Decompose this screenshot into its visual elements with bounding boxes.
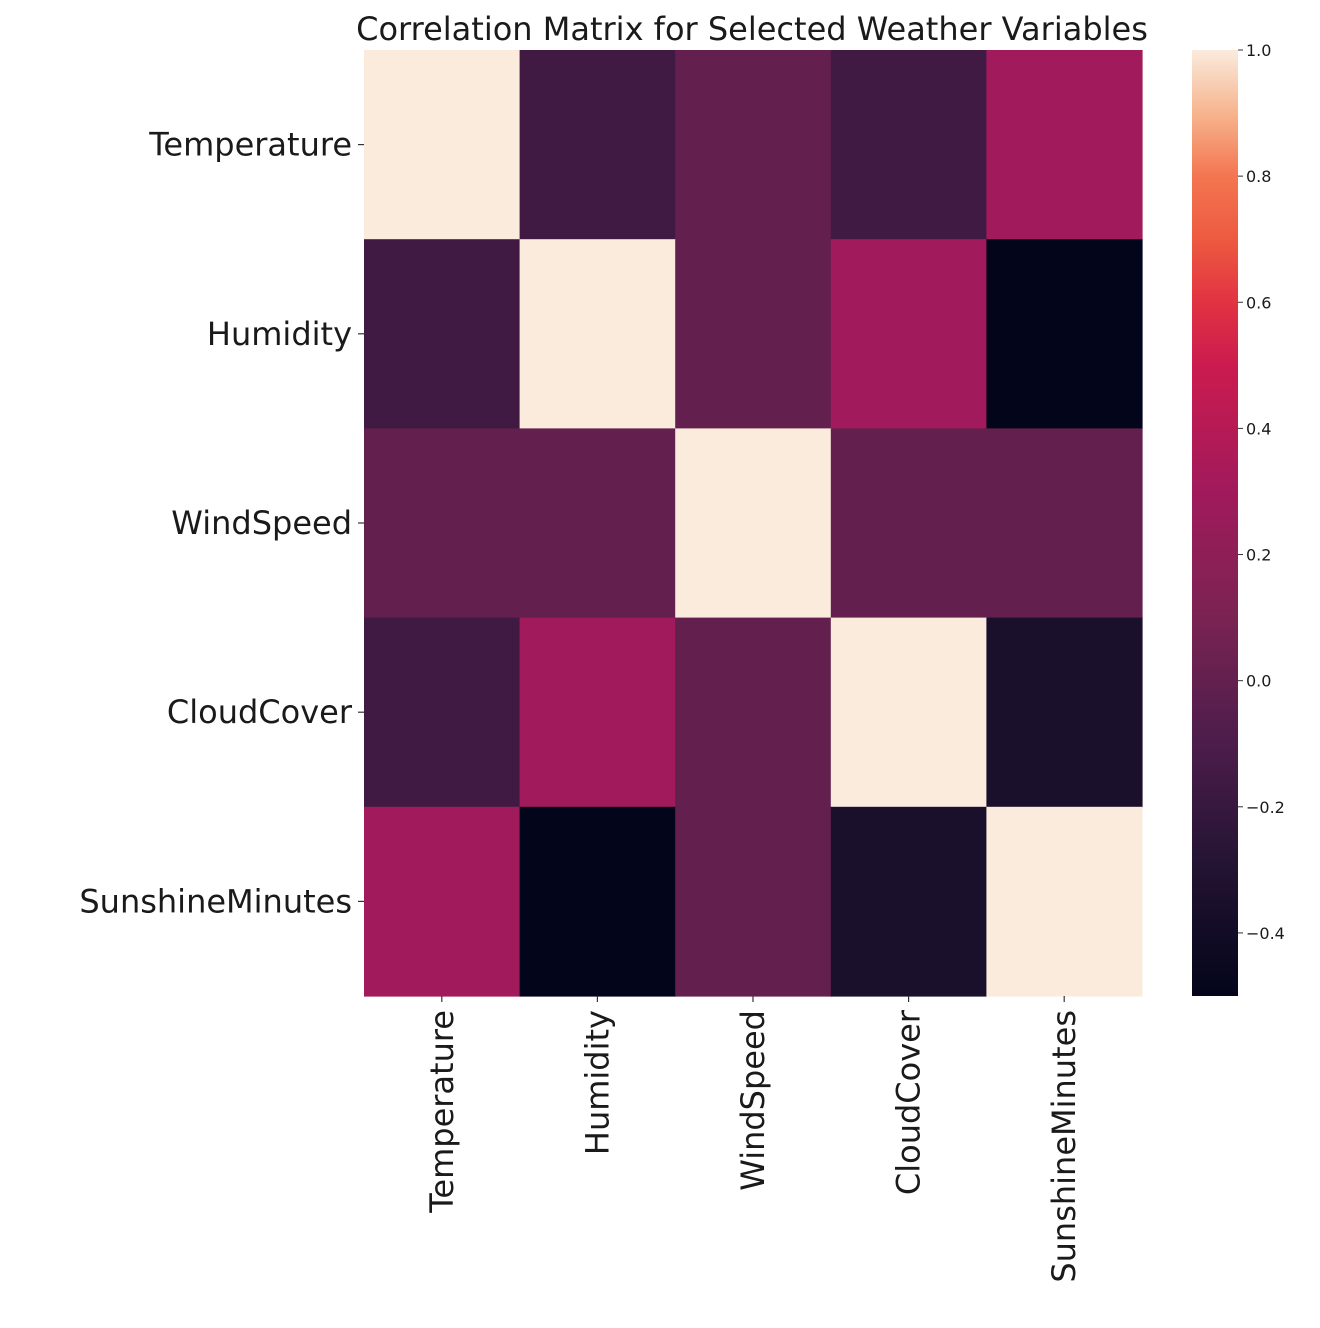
heatmap-cell <box>519 239 676 429</box>
heatmap-cell <box>830 617 987 808</box>
x-tick-label: Temperature <box>423 1010 461 1214</box>
colorbar-tick-label: 1.0 <box>1246 41 1271 60</box>
heatmap-cell <box>675 428 832 619</box>
y-tick-label: CloudCover <box>167 693 353 731</box>
heatmap-cell <box>830 806 987 997</box>
heatmap-cell <box>519 806 676 997</box>
colorbar-tick-label: 0.4 <box>1246 419 1271 438</box>
y-tick-label: Humidity <box>207 315 352 353</box>
y-tick-label: SunshineMinutes <box>79 882 352 920</box>
colorbar-tick-label: 0.6 <box>1246 293 1271 312</box>
heatmap-cell <box>986 617 1143 808</box>
colorbar-tick-label: 0.8 <box>1246 167 1271 186</box>
heatmap-cell <box>364 50 521 240</box>
heatmap-cell <box>675 617 832 808</box>
heatmap-cell <box>519 617 676 808</box>
heatmap-cell <box>830 428 987 619</box>
colorbar-tick-label: 0.0 <box>1246 672 1271 691</box>
chart-title: Correlation Matrix for Selected Weather … <box>356 10 1148 48</box>
colorbar-gradient <box>1192 50 1238 996</box>
x-tick-label: WindSpeed <box>734 1010 772 1191</box>
y-tick-label: Temperature <box>148 126 352 164</box>
heatmap-cell <box>519 50 676 240</box>
colorbar-tick-label: −0.4 <box>1246 924 1285 943</box>
x-tick-label: SunshineMinutes <box>1045 1010 1083 1283</box>
heatmap-cell <box>675 50 832 240</box>
heatmap-cell <box>830 50 987 240</box>
x-tick-label: CloudCover <box>890 1009 928 1195</box>
heatmap-cell <box>986 50 1143 240</box>
heatmap-cell <box>830 239 987 429</box>
y-tick-label: WindSpeed <box>171 504 352 542</box>
heatmap-cell <box>986 428 1143 619</box>
colorbar-tick-label: −0.2 <box>1246 798 1285 817</box>
heatmap-cell <box>519 428 676 619</box>
heatmap-cell <box>364 806 521 997</box>
heatmap-cell <box>986 239 1143 429</box>
y-axis: Temperature Humidity WindSpeed CloudCover Su… <box>79 126 364 920</box>
heatmap-cell <box>986 806 1143 997</box>
heatmap-cell <box>675 806 832 997</box>
colorbar: 1.0 0.8 0.6 0.4 0.2 0.0 −0.2 −0.4 <box>1192 41 1285 996</box>
heatmap-cells <box>364 50 1143 997</box>
x-axis: Temperature Humidity WindSpeed CloudCover Su… <box>423 996 1083 1283</box>
heatmap-cell <box>675 239 832 429</box>
x-tick-label: Humidity <box>578 1010 616 1155</box>
heatmap-cell <box>364 617 521 808</box>
heatmap-cell <box>364 428 521 619</box>
colorbar-tick-label: 0.2 <box>1246 546 1271 565</box>
heatmap-cell <box>364 239 521 429</box>
